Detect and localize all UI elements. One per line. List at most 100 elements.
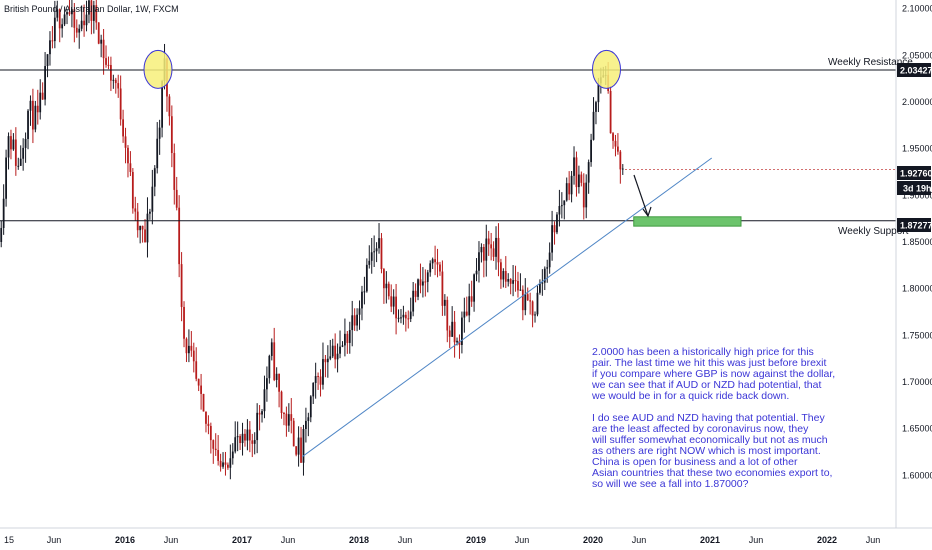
x-tick-label: Jun	[632, 535, 647, 545]
arrow-shaft	[633, 174, 649, 217]
current-price-badge: 1.92760	[897, 166, 932, 180]
note-line-9: will suffer somewhat economically but no…	[591, 434, 828, 446]
candle-body	[595, 102, 597, 112]
candle-body	[307, 417, 310, 421]
candle-body	[236, 436, 239, 438]
candle-body	[278, 373, 280, 392]
candle-body	[95, 5, 98, 23]
candle-body	[129, 163, 132, 172]
candle-body	[402, 314, 405, 318]
candle-body	[351, 315, 354, 331]
x-tick-label: 2022	[817, 535, 837, 545]
candle-body	[256, 412, 259, 441]
note-line-1: 2.0000 has been a historically high pric…	[592, 346, 814, 358]
candle-body	[348, 330, 351, 343]
candle-body	[521, 289, 524, 311]
candle-body	[5, 157, 7, 199]
candle-body	[424, 281, 427, 283]
candle-body	[585, 182, 588, 208]
candle-body	[482, 246, 485, 261]
candle-body	[273, 342, 276, 380]
candle-body	[556, 214, 558, 233]
candle-body	[46, 54, 49, 67]
candle-body	[300, 437, 302, 463]
candle-body	[175, 189, 178, 208]
candle-body	[429, 263, 432, 273]
candle-body	[324, 359, 327, 363]
candle-body	[565, 183, 568, 201]
candle-body	[75, 27, 78, 33]
candle-body	[339, 346, 341, 354]
x-tick-label: 2018	[349, 535, 369, 545]
candle-body	[10, 136, 12, 150]
candle-body	[58, 9, 61, 29]
y-tick-label: 2.00000	[902, 97, 932, 107]
candle-body	[512, 280, 514, 284]
arrow-head	[642, 206, 652, 218]
candle-body	[78, 28, 81, 33]
time-axis[interactable]: 15 Jun 2016 Jun 2017 Jun 2018 Jun 2019 Jun 2020 Jun…	[4, 535, 880, 545]
highlight-circle	[592, 49, 621, 89]
candle-body	[309, 396, 312, 418]
x-tick-label: 2019	[466, 535, 486, 545]
candle-body	[127, 147, 129, 164]
candle-body	[222, 462, 224, 467]
candle-body	[370, 252, 373, 261]
candle-body	[122, 119, 124, 137]
candle-body	[7, 136, 10, 158]
candle-body	[317, 376, 319, 378]
candle-body	[439, 264, 441, 272]
candle-body	[458, 340, 461, 346]
candle-body	[582, 182, 585, 208]
y-tick-label: 1.85000	[902, 237, 932, 247]
candle-body	[551, 225, 553, 253]
candle-body	[173, 153, 176, 190]
candle-body	[24, 138, 27, 148]
note-line-4: we can see that if AUD or NZD had potent…	[591, 379, 821, 391]
candle-body	[44, 66, 46, 100]
candle-body	[346, 333, 349, 343]
x-tick-label: Jun	[866, 535, 881, 545]
candle-body	[107, 64, 110, 66]
candle-body	[543, 268, 546, 283]
note-line-8: are the least affected by coronavirus no…	[592, 423, 809, 435]
candle-body	[151, 186, 154, 212]
candle-body	[202, 393, 205, 412]
candle-body	[266, 378, 268, 390]
candle-body	[253, 440, 256, 444]
analysis-note: 2.0000 has been a historically high pric…	[591, 346, 835, 490]
candle-body	[334, 345, 337, 360]
y-tick-label: 1.70000	[902, 377, 932, 387]
candle-body	[397, 317, 400, 319]
candle-body	[478, 252, 480, 271]
candle-body	[490, 244, 493, 249]
x-tick-label: Jun	[749, 535, 764, 545]
candle-body	[473, 274, 475, 302]
chart-title: British Pound / Australian Dollar, 1W, F…	[4, 4, 179, 14]
candle-body	[29, 100, 32, 111]
candle-body	[395, 296, 397, 319]
candle-body	[326, 358, 329, 363]
trendline	[301, 157, 713, 458]
candle-body	[17, 165, 20, 167]
candle-body	[517, 281, 519, 291]
candle-body	[426, 272, 429, 282]
resistance-price-badge: 2.03427	[897, 63, 932, 77]
price-axis[interactable]: 2.10000 2.05000 2.00000 1.95000 1.90000 1.850…	[902, 4, 932, 481]
note-line-5: we would be in for a quick ride back dow…	[591, 390, 789, 402]
candle-body	[90, 0, 93, 21]
note-line-12: Asian countries that these two economies…	[592, 467, 832, 479]
candle-body	[412, 290, 415, 312]
candle-body	[153, 168, 156, 187]
candle-body	[621, 168, 624, 170]
x-tick-label: 2021	[700, 535, 720, 545]
candle-body	[227, 464, 229, 468]
candle-body	[275, 373, 278, 380]
candle-body	[448, 330, 451, 337]
candle-body	[212, 440, 215, 449]
candle-body	[146, 213, 149, 243]
candle-body	[419, 279, 422, 286]
candle-body	[139, 225, 142, 231]
